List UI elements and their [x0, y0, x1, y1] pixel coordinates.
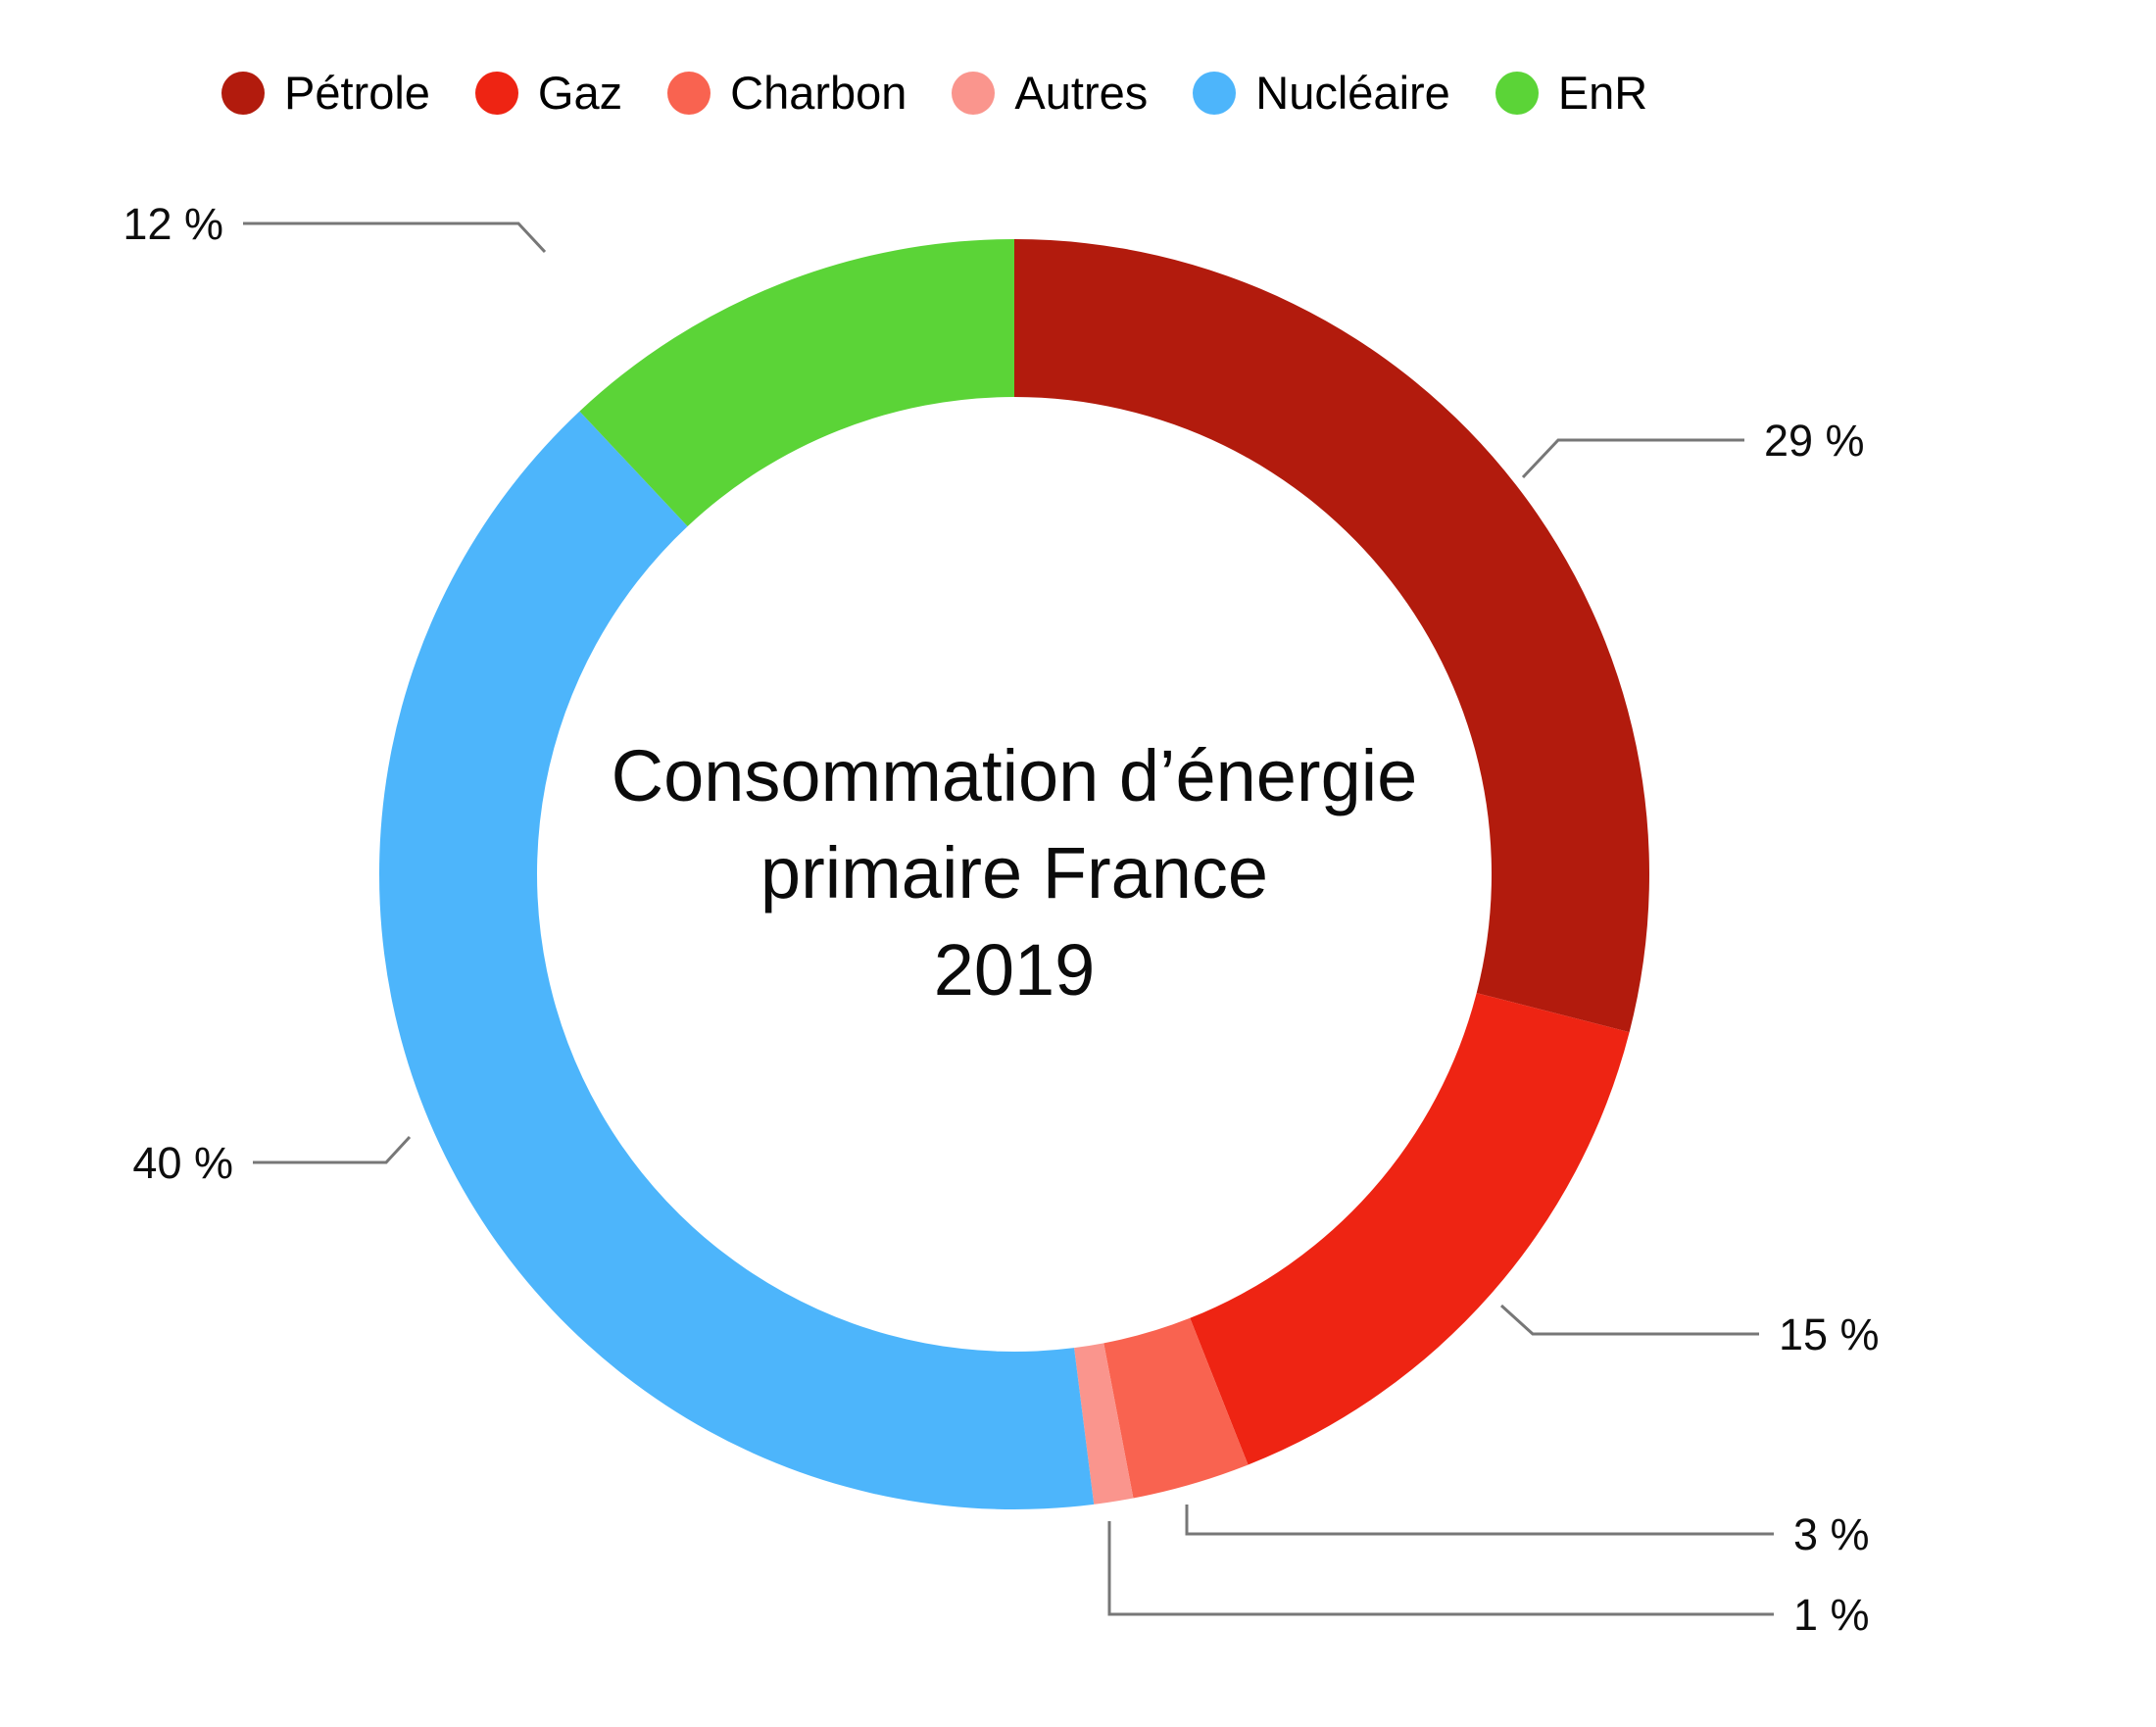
legend-item-enr[interactable]: EnR	[1494, 67, 1648, 119]
percent-label-charbon: 3 %	[1793, 1509, 1870, 1559]
leader-line-enr	[243, 222, 547, 254]
chart-title-line-1: Consommation d’énergie	[611, 735, 1418, 816]
percent-label-nucleaire: 40 %	[132, 1138, 233, 1188]
legend-label-charbon: Charbon	[730, 67, 907, 119]
legend-dot-charbon-icon	[667, 71, 711, 115]
legend-item-charbon[interactable]: Charbon	[667, 70, 906, 116]
legend-item-autres[interactable]: Autres	[952, 70, 1148, 116]
chart-title-line-3: 2019	[933, 929, 1096, 1011]
percent-label-gaz: 15 %	[1779, 1309, 1880, 1359]
chart-title: Consommation d’énergie primaire France 2…	[377, 727, 1651, 1018]
legend-label-autres: Autres	[1014, 67, 1149, 119]
leader-line-petrole	[1521, 438, 1744, 479]
leader-line-gaz	[1499, 1304, 1759, 1336]
legend-label-nucleaire: Nucléaire	[1255, 67, 1450, 119]
slice-autres[interactable]	[1074, 1343, 1134, 1505]
leader-line-nucleaire	[253, 1135, 412, 1164]
legend-item-nucleaire[interactable]: Nucléaire	[1193, 70, 1450, 116]
legend-dot-enr-icon	[1494, 71, 1539, 115]
legend-label-enr: EnR	[1557, 67, 1648, 119]
legend-dot-gaz-icon	[474, 71, 518, 115]
chart-title-line-2: primaire France	[760, 832, 1269, 913]
legend-dot-nucleaire-icon	[1193, 71, 1237, 115]
slice-nucleaire[interactable]	[378, 411, 1095, 1510]
slice-gaz[interactable]	[1190, 993, 1630, 1465]
legend-item-petrole[interactable]: Pétrole	[221, 70, 430, 116]
legend-dot-autres-icon	[952, 71, 996, 115]
legend-dot-petrole-icon	[221, 71, 265, 115]
leader-line-charbon	[1185, 1505, 1774, 1536]
percent-label-enr: 12 %	[122, 199, 223, 249]
legend-item-gaz[interactable]: Gaz	[474, 67, 623, 119]
percent-label-autres: 1 %	[1793, 1590, 1870, 1640]
leader-line-autres	[1107, 1521, 1774, 1616]
percent-label-petrole: 29 %	[1764, 416, 1865, 466]
chart-legend: Pétrole Gaz Charbon Autres Nucléaire EnR	[221, 70, 1647, 116]
slice-enr[interactable]	[579, 239, 1014, 526]
slice-petrole[interactable]	[1014, 239, 1649, 1033]
legend-label-gaz: Gaz	[537, 67, 623, 119]
slice-charbon[interactable]	[1103, 1317, 1249, 1499]
legend-label-petrole: Pétrole	[284, 67, 430, 119]
